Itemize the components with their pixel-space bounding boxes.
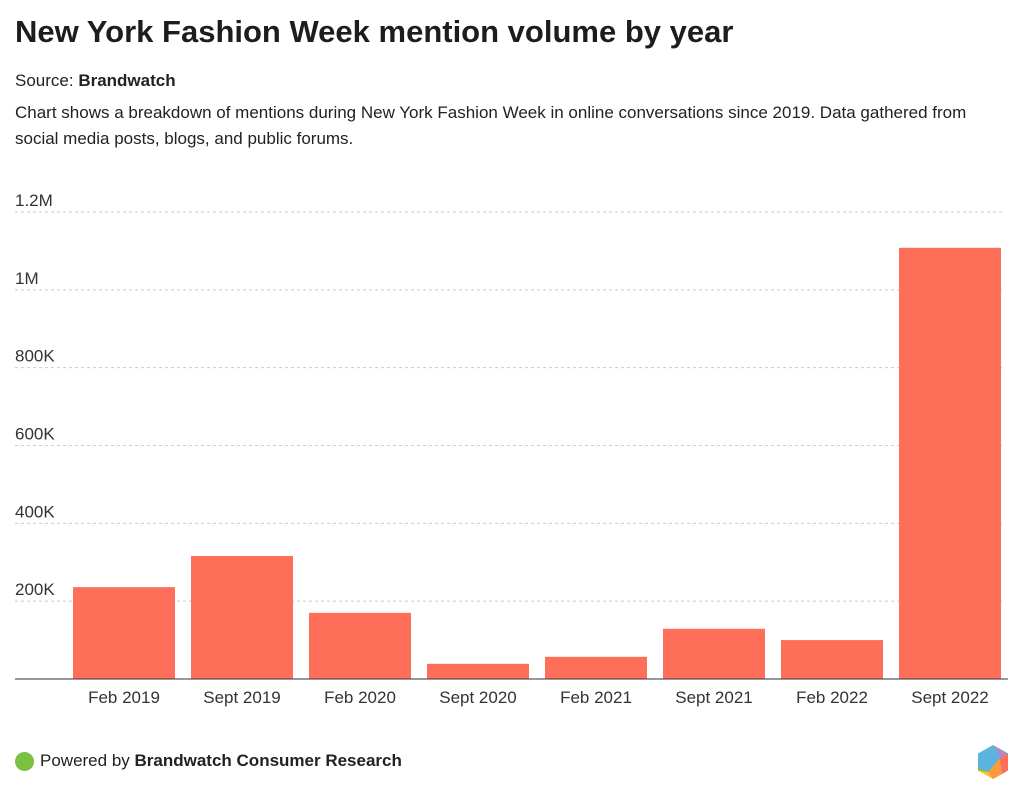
y-tick-label: 400K (15, 502, 55, 521)
source-name: Brandwatch (78, 71, 176, 90)
bar-sept-2020 (427, 663, 529, 679)
y-tick-label: 200K (15, 580, 55, 599)
x-tick-label: Feb 2020 (324, 688, 396, 707)
brand-dot-icon (15, 751, 34, 771)
y-tick-label: 1.2M (15, 191, 53, 210)
bar-sept-2019 (191, 556, 293, 679)
bar-feb-2021 (545, 656, 647, 679)
brandwatch-logo-icon (978, 745, 1008, 779)
chart-title: New York Fashion Week mention volume by … (15, 14, 734, 49)
y-tick-label: 1M (15, 269, 39, 288)
footer-brand: Brandwatch Consumer Research (134, 751, 402, 770)
source-label: Source: (15, 71, 79, 90)
x-tick-label: Sept 2020 (439, 688, 517, 707)
x-tick-label: Sept 2019 (203, 688, 281, 707)
x-tick-label: Feb 2019 (88, 688, 160, 707)
bar-feb-2022 (781, 640, 883, 679)
x-tick-label: Sept 2021 (675, 688, 753, 707)
x-tick-label: Feb 2021 (560, 688, 632, 707)
y-tick-label: 600K (15, 425, 55, 444)
footer-prefix: Powered by (40, 751, 130, 770)
bar-feb-2020 (309, 612, 411, 679)
footer: Powered by Brandwatch Consumer Research (15, 751, 402, 771)
bar-sept-2021 (663, 628, 765, 679)
y-tick-label: 800K (15, 347, 55, 366)
bar-feb-2019 (73, 587, 175, 679)
x-tick-label: Sept 2022 (911, 688, 989, 707)
bar-chart: 200K 400K 600K 800K 1M 1.2M Feb 2019 Sept 2019 F… (15, 191, 1008, 707)
x-tick-label: Feb 2022 (796, 688, 868, 707)
chart-description: Chart shows a breakdown of mentions duri… (15, 103, 967, 148)
source: Source: Brandwatch (15, 71, 176, 91)
bar-sept-2022 (899, 247, 1001, 679)
